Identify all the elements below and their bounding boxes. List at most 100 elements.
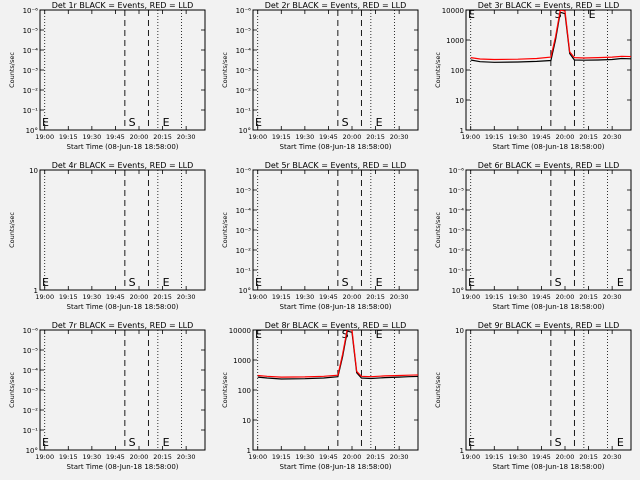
y-tick-label: 10⁻⁵ (23, 347, 39, 355)
x-tick-label: 19:45 (319, 133, 338, 141)
y-tick-label: 10⁻⁴ (236, 207, 252, 215)
chart-title: Det 7r BLACK = Events, RED = LLD (52, 321, 194, 330)
y-tick-label: 10⁻² (23, 87, 39, 95)
end-marker-label: E (617, 436, 624, 449)
x-tick-label: 20:00 (343, 453, 362, 461)
y-tick-label: 10⁻⁴ (23, 47, 39, 55)
y-tick-label: 10⁻² (449, 247, 465, 255)
chart-panel-3: Det 3r BLACK = Events, RED = LLD Counts/s… (434, 1, 632, 151)
y-tick-label: 1000 (233, 357, 251, 365)
chart-panel-7: Det 7r BLACK = Events, RED = LLD Counts/s… (8, 321, 206, 471)
x-tick-label: 20:30 (390, 453, 409, 461)
plot-frame (465, 9, 632, 131)
x-tick-label: 20:15 (366, 293, 385, 301)
plot-frame (39, 329, 206, 451)
events-series-line (470, 11, 631, 63)
x-tick-label: 20:30 (603, 133, 622, 141)
y-tick-label: 10000 (229, 327, 251, 335)
y-tick-label: 10° (239, 127, 251, 135)
x-tick-label: 20:15 (153, 453, 172, 461)
end-marker-label-left: E (255, 276, 262, 289)
end-marker-label: E (589, 8, 596, 21)
x-tick-label: 19:00 (461, 453, 480, 461)
y-tick-label: 100 (238, 387, 251, 395)
chart-title: Det 3r BLACK = Events, RED = LLD (478, 1, 620, 10)
start-marker-label: S (555, 436, 562, 449)
x-tick-label: 19:15 (59, 133, 78, 141)
x-tick-label: 19:15 (272, 453, 291, 461)
chart-title: Det 5r BLACK = Events, RED = LLD (265, 161, 407, 170)
y-tick-label: 10⁻⁶ (236, 167, 252, 175)
x-tick-label: 19:30 (82, 133, 101, 141)
y-tick-label: 1 (34, 287, 38, 295)
y-tick-label: 10° (26, 127, 38, 135)
end-marker-label: E (163, 436, 170, 449)
x-tick-label: 19:45 (532, 453, 551, 461)
x-tick-label: 20:00 (556, 293, 575, 301)
y-tick-label: 10° (26, 447, 38, 455)
x-tick-label: 19:15 (272, 133, 291, 141)
chart-title: Det 2r BLACK = Events, RED = LLD (265, 1, 407, 10)
chart-panel-8: Det 8r BLACK = Events, RED = LLD Counts/s… (221, 321, 419, 471)
x-tick-label: 19:00 (461, 293, 480, 301)
x-tick-label: 20:15 (579, 293, 598, 301)
x-axis-label: Start Time (08-Jun-18 18:58:00) (67, 303, 179, 311)
end-marker-label-left: E (255, 116, 262, 129)
x-tick-label: 20:00 (343, 293, 362, 301)
start-marker-label: S (555, 276, 562, 289)
chart-panel-5: Det 5r BLACK = Events, RED = LLD Counts/s… (221, 161, 419, 311)
y-tick-label: 10 (242, 417, 251, 425)
y-tick-label: 10⁻⁴ (449, 207, 465, 215)
y-tick-label: 10⁻² (23, 407, 39, 415)
x-axis-label: Start Time (08-Jun-18 18:58:00) (493, 143, 605, 151)
y-axis-label: Counts/sec (434, 52, 442, 88)
y-tick-label: 1000 (446, 37, 464, 45)
x-tick-label: 19:30 (295, 453, 314, 461)
x-tick-label: 19:00 (461, 133, 480, 141)
x-tick-label: 20:15 (579, 133, 598, 141)
x-axis-label: Start Time (08-Jun-18 18:58:00) (280, 143, 392, 151)
plot-frame (465, 329, 632, 451)
x-tick-label: 19:30 (295, 293, 314, 301)
y-tick-label: 10⁻⁶ (449, 167, 465, 175)
y-tick-label: 10⁻⁶ (23, 7, 39, 15)
plot-frame (252, 9, 419, 131)
y-axis-label: Counts/sec (221, 52, 229, 88)
plot-frame (252, 329, 419, 451)
end-marker-label: E (163, 116, 170, 129)
chart-title: Det 6r BLACK = Events, RED = LLD (478, 161, 620, 170)
y-axis-label: Counts/sec (221, 212, 229, 248)
x-tick-label: 19:30 (508, 453, 527, 461)
y-tick-label: 10⁻⁴ (236, 47, 252, 55)
x-tick-label: 19:15 (59, 293, 78, 301)
x-tick-label: 19:45 (106, 453, 125, 461)
x-tick-label: 19:00 (35, 133, 54, 141)
x-axis-label: Start Time (08-Jun-18 18:58:00) (493, 303, 605, 311)
y-tick-label: 10 (455, 327, 464, 335)
start-marker-label: S (342, 328, 349, 341)
x-tick-label: 19:30 (508, 133, 527, 141)
y-axis-label: Counts/sec (221, 372, 229, 408)
x-tick-label: 19:30 (82, 453, 101, 461)
y-tick-label: 1 (460, 447, 464, 455)
end-marker-label-left: E (42, 436, 49, 449)
lld-series-line (257, 330, 418, 378)
x-axis-label: Start Time (08-Jun-18 18:58:00) (67, 463, 179, 471)
x-tick-label: 20:00 (343, 133, 362, 141)
y-tick-label: 10° (452, 287, 464, 295)
x-tick-label: 20:30 (390, 293, 409, 301)
x-tick-label: 19:15 (485, 293, 504, 301)
y-tick-label: 10⁻³ (23, 67, 39, 75)
plot-frame (39, 9, 206, 131)
end-marker-label-left: E (42, 116, 49, 129)
x-axis-label: Start Time (08-Jun-18 18:58:00) (493, 463, 605, 471)
x-axis-label: Start Time (08-Jun-18 18:58:00) (67, 143, 179, 151)
y-axis-label: Counts/sec (8, 52, 16, 88)
x-tick-label: 19:30 (508, 293, 527, 301)
x-tick-label: 19:00 (35, 453, 54, 461)
end-marker-label: E (376, 116, 383, 129)
y-tick-label: 10⁻² (236, 247, 252, 255)
x-tick-label: 20:00 (130, 133, 149, 141)
events-series-line (257, 330, 418, 380)
